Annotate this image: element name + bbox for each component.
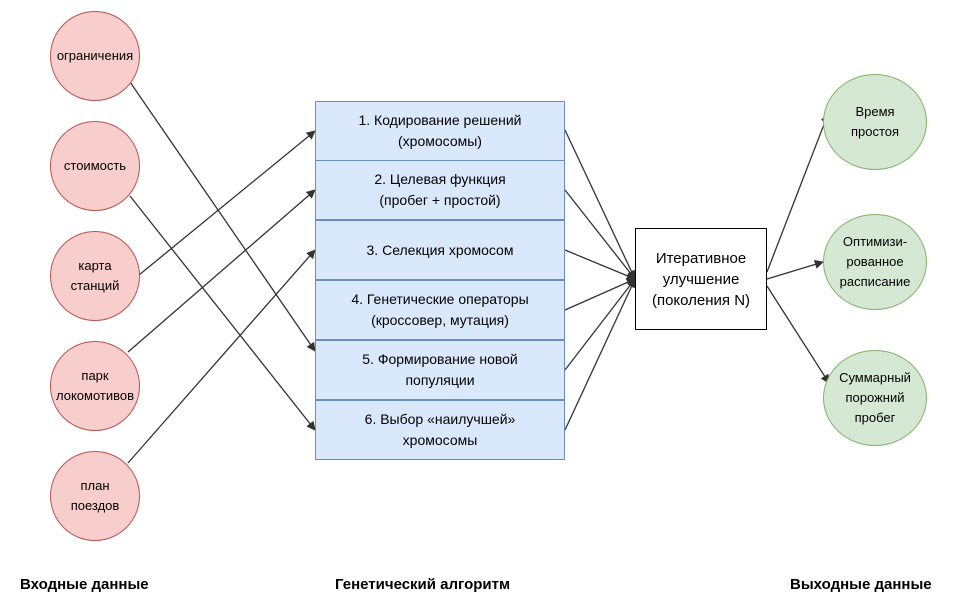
input-train-plan: план поездов <box>50 451 140 541</box>
edge-iteration-to-idle-time <box>766 113 830 273</box>
edge-step-6-to-iteration <box>564 278 636 431</box>
edge-station-map-to-step-1 <box>138 130 316 276</box>
output-empty-run: Суммарный порожний пробег <box>823 350 927 446</box>
edge-step-2-to-iteration <box>564 189 636 280</box>
edge-step-5-to-iteration <box>564 278 636 371</box>
algorithm-step-6: 6. Выбор «наилучшей» хромосомы <box>315 400 565 460</box>
output-optimized-schedule: Оптимизи- рованное расписание <box>823 214 927 310</box>
algorithm-step-4: 4. Генетические операторы (кроссовер, му… <box>315 280 565 340</box>
input-station-map: карта станций <box>50 231 140 321</box>
iteration-box: Итеративное улучшение (поколения N) <box>635 228 767 330</box>
output-idle-time: Время простоя <box>823 74 927 170</box>
input-cost: стоимость <box>50 121 140 211</box>
algorithm-step-2: 2. Целевая функция (пробег + простой) <box>315 160 565 220</box>
edge-train-plan-to-step-3 <box>127 249 316 464</box>
algorithm-step-3: 3. Селекция хромосом <box>315 220 565 280</box>
edge-constraints-to-step-5 <box>129 81 316 352</box>
edge-step-3-to-iteration <box>564 249 636 281</box>
algorithm-step-1: 1. Кодирование решений (хромосомы) <box>315 101 565 161</box>
input-constraints: ограничения <box>50 11 140 101</box>
caption-outputs: Выходные данные <box>790 576 932 593</box>
caption-algorithm: Генетический алгоритм <box>335 576 511 593</box>
edge-locomotive-fleet-to-step-2 <box>127 189 316 353</box>
algorithm-step-5: 5. Формирование новой популяции <box>315 340 565 400</box>
input-locomotive-fleet: парк локомотивов <box>50 341 140 431</box>
caption-inputs: Входные данные <box>20 576 149 593</box>
edge-step-4-to-iteration <box>564 278 636 311</box>
edge-iteration-to-empty-run <box>766 285 830 384</box>
edge-cost-to-step-6 <box>129 195 316 431</box>
edge-iteration-to-optimized-schedule <box>766 260 824 280</box>
edge-step-1-to-iteration <box>564 129 636 280</box>
